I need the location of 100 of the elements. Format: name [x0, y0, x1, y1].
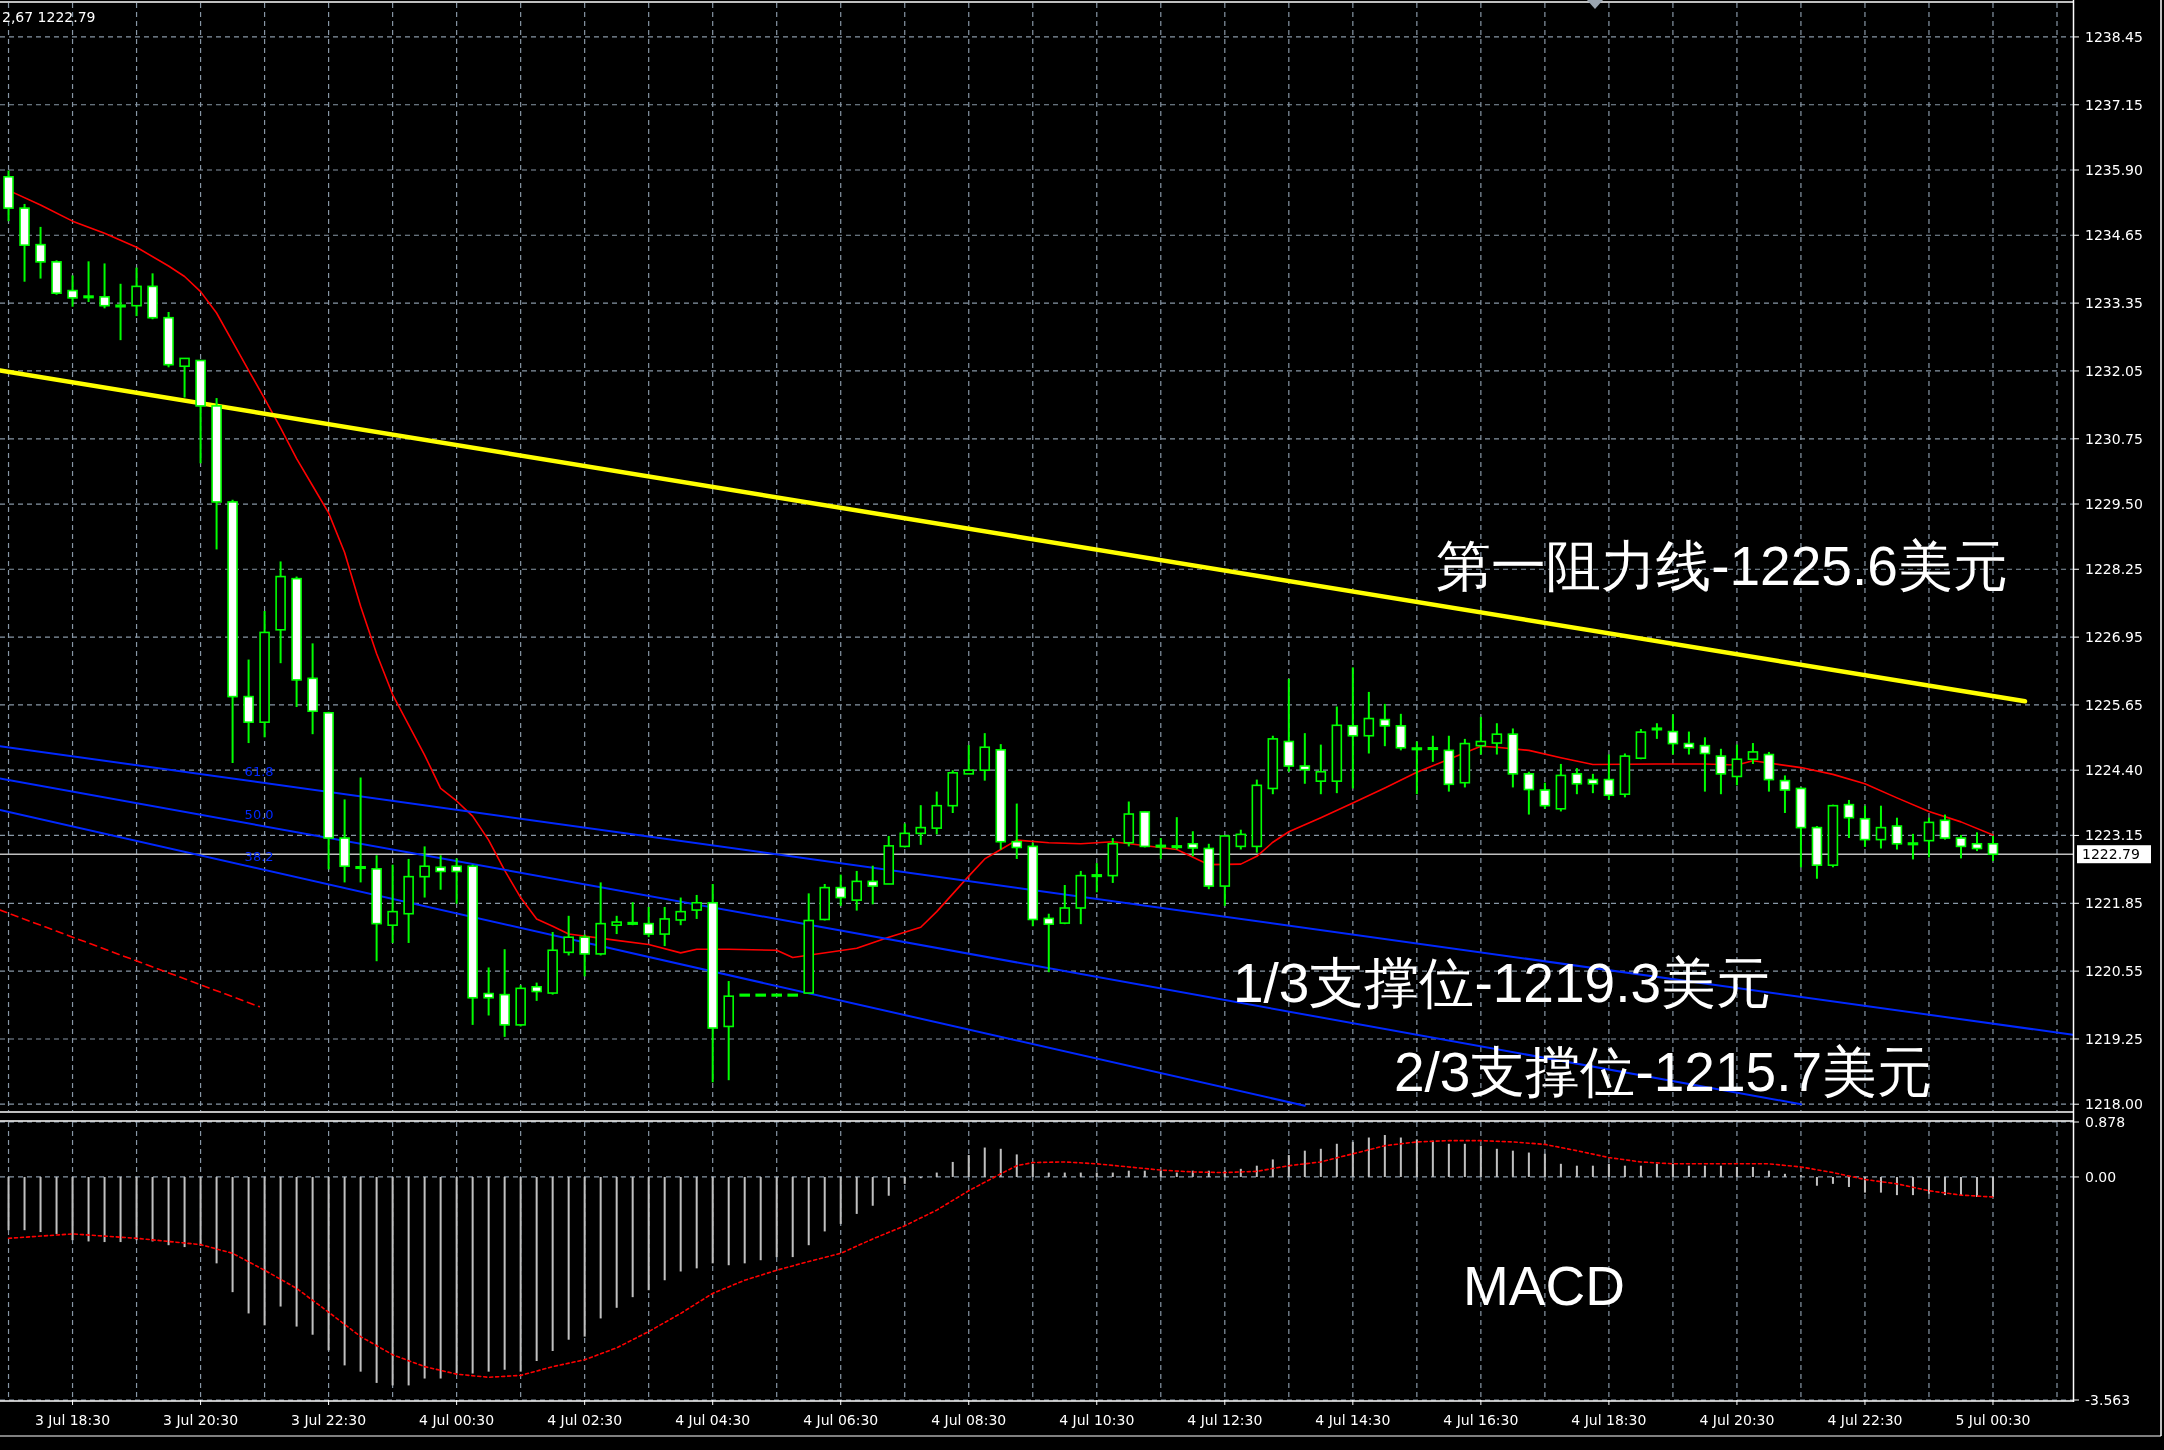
candlestick: [1779, 774, 1791, 814]
candlestick: [1731, 743, 1743, 787]
candlestick: [435, 854, 446, 891]
series-label: 61.8: [244, 764, 274, 780]
bar: [1719, 1165, 1722, 1177]
candlestick: [659, 905, 670, 948]
candlestick: [387, 863, 398, 944]
bar: [1623, 1165, 1626, 1177]
bar: [951, 1161, 954, 1177]
candlestick: [1875, 804, 1887, 850]
bar: [71, 1176, 74, 1241]
bar: [1879, 1176, 1882, 1193]
candlestick: [179, 357, 190, 399]
y-tick-label: 1228.25: [2085, 561, 2143, 578]
x-tick-label: 4 Jul 14:30: [1315, 1412, 1391, 1428]
candlestick: [611, 914, 622, 936]
y-tick-label: 1238.45: [2085, 28, 2143, 45]
bar: [1575, 1165, 1578, 1177]
candlestick: [1571, 767, 1583, 796]
y-tick-label: 1219.25: [2085, 1030, 2143, 1047]
bar: [1511, 1150, 1514, 1177]
bar: [279, 1176, 282, 1307]
bar: [663, 1176, 666, 1281]
candlestick: [83, 260, 94, 304]
bar: [1431, 1140, 1434, 1177]
candlestick: [563, 914, 574, 957]
bar: [855, 1176, 858, 1214]
bar: [1159, 1170, 1162, 1177]
bar: [727, 1176, 730, 1266]
text: 2,67 1222.79: [2, 9, 96, 25]
bar: [23, 1176, 26, 1231]
y-tick-label: 1225.65: [2085, 696, 2143, 713]
candlestick: [1427, 734, 1439, 763]
candlestick: [1347, 666, 1359, 790]
bar: [423, 1176, 426, 1379]
x-tick-label: 4 Jul 22:30: [1827, 1412, 1903, 1428]
bar: [1847, 1176, 1850, 1187]
candlestick: [1043, 912, 1055, 974]
bar: [1399, 1137, 1402, 1177]
bar: [1495, 1148, 1498, 1177]
candlestick: [1171, 816, 1183, 851]
candlestick: [99, 262, 110, 310]
y-tick-label: 1234.65: [2085, 227, 2143, 244]
candlestick: [1587, 772, 1599, 795]
y-tick-label: 1230.75: [2085, 430, 2143, 447]
candlestick: [1699, 736, 1711, 793]
bar: [1927, 1176, 1930, 1194]
bar: [1383, 1135, 1386, 1177]
bar: [119, 1176, 122, 1243]
bar: [535, 1176, 538, 1361]
y-tick-label: 1237.15: [2085, 96, 2143, 113]
bar: [311, 1176, 314, 1335]
y-tick-label: 1235.90: [2085, 162, 2143, 179]
candlestick: [1235, 828, 1247, 851]
candlestick: [1315, 743, 1327, 796]
candlestick: [691, 893, 702, 920]
candlestick: [1411, 740, 1423, 796]
bar: [247, 1176, 250, 1314]
candlestick: [931, 790, 943, 836]
candlestick: [1523, 770, 1535, 816]
x-tick-label: 3 Jul 22:30: [291, 1412, 367, 1428]
bar: [1015, 1154, 1018, 1177]
bar: [455, 1176, 458, 1374]
bar: [647, 1176, 650, 1291]
candlestick: [1091, 862, 1103, 894]
bar: [823, 1176, 826, 1232]
bar: [775, 1176, 778, 1258]
bar: [567, 1176, 570, 1340]
y-tick-label: 1229.50: [2085, 496, 2143, 513]
candlestick: [451, 857, 462, 905]
x-tick-label: 4 Jul 06:30: [803, 1412, 879, 1428]
y-tick-label: 1221.85: [2085, 895, 2143, 912]
annotation: 第一阻力线-1225.6美元: [1436, 535, 2008, 597]
bar: [983, 1147, 986, 1177]
bar: [711, 1176, 714, 1264]
bar: [1447, 1143, 1450, 1177]
text: MACD: [1463, 1255, 1625, 1317]
y-tick-label: 1220.55: [2085, 963, 2143, 980]
candlestick: [1747, 742, 1759, 765]
candlestick: [1491, 722, 1503, 756]
candlestick: [1715, 747, 1727, 796]
bar: [295, 1176, 298, 1327]
candlestick: [643, 905, 654, 939]
candlestick: [915, 804, 927, 846]
bar: [167, 1176, 170, 1246]
candlestick: [963, 744, 975, 775]
bar: [903, 1176, 906, 1184]
candlestick: [115, 282, 126, 342]
x-tick-label: 4 Jul 02:30: [547, 1412, 623, 1428]
bar: [1943, 1176, 1946, 1196]
candlestick: [1299, 732, 1311, 785]
bar: [967, 1155, 970, 1177]
x-tick-label: 4 Jul 04:30: [675, 1412, 751, 1428]
y-tick-label: 1232.05: [2085, 362, 2143, 379]
candlestick: [35, 225, 46, 280]
bar: [1655, 1163, 1658, 1177]
candlestick: [1987, 834, 1999, 863]
bar: [1607, 1163, 1610, 1177]
bar: [39, 1176, 42, 1233]
candlestick: [851, 869, 863, 912]
